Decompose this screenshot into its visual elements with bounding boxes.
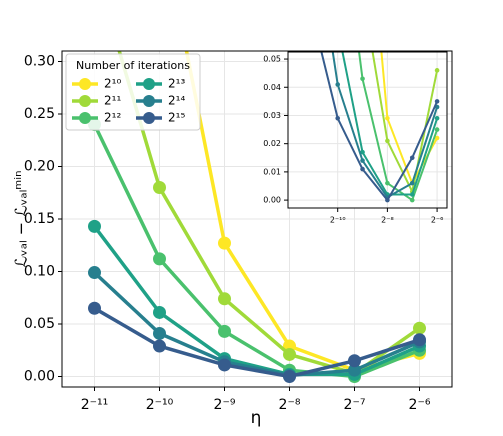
x-tick-label: 2⁻⁸: [381, 216, 394, 225]
data-point: [385, 115, 390, 121]
data-point: [409, 192, 415, 197]
data-point: [434, 68, 440, 73]
data-point: [152, 181, 166, 194]
series-line: [93, 306, 421, 379]
data-point: [335, 115, 340, 121]
data-point: [434, 115, 440, 121]
legend-title: Number of iterations: [76, 59, 190, 72]
series-line: [341, 52, 439, 196]
y-tick-label: 0.00: [24, 369, 55, 385]
series-line: [93, 225, 421, 377]
data-point: [385, 180, 390, 186]
data-point: [409, 155, 415, 161]
y-tick-label: 0.25: [24, 106, 55, 122]
legend-marker: [143, 95, 155, 107]
legend-marker: [143, 112, 155, 124]
data-point: [412, 321, 426, 335]
data-point: [412, 333, 426, 347]
data-point: [434, 99, 440, 104]
data-point: [434, 135, 440, 141]
data-point: [152, 339, 166, 353]
data-point: [335, 82, 340, 87]
legend-label: 2¹³: [168, 77, 185, 91]
data-point: [409, 180, 415, 186]
legend-marker: [79, 95, 91, 107]
x-tick-label: 2⁻⁶: [431, 216, 444, 225]
x-tick-label: 2⁻¹⁰: [330, 216, 346, 225]
data-point: [434, 127, 440, 132]
data-point: [335, 26, 340, 31]
plot-background: [288, 52, 447, 208]
y-tick-label: 0.02: [263, 139, 281, 148]
data-point: [217, 236, 231, 250]
data-layer: [311, 14, 440, 203]
y-tick-label: 0.30: [24, 54, 55, 70]
y-tick-label: 0.03: [263, 111, 281, 120]
legend-marker: [79, 112, 91, 124]
legend-box: [65, 53, 201, 131]
legend-label: 2¹¹: [104, 94, 121, 108]
legend-label: 2¹⁵: [168, 111, 185, 125]
legend-label: 2¹²: [104, 111, 121, 125]
y-tick-label: 0.04: [263, 83, 281, 92]
x-tick-label: 2⁻⁹: [214, 397, 236, 413]
legend: Number of iterations 2¹⁰ 2¹¹ 2¹² 2¹³ 2¹⁴ 2¹⁵: [65, 53, 201, 131]
plot-frame: [61, 50, 453, 388]
series-line: [93, 271, 421, 378]
data-layer: [87, 51, 426, 383]
data-point: [360, 76, 365, 82]
inset-plot: 0.00 0.01 0.02 0.03 0.04 0.05 2⁻¹⁰ 2⁻⁸ 2⁻⁶: [263, 14, 448, 225]
data-point: [311, 14, 316, 19]
data-point: [360, 158, 365, 163]
data-point: [217, 324, 231, 338]
plot-frame: [287, 51, 448, 209]
series-line: [358, 52, 439, 202]
data-point: [87, 301, 101, 315]
series-line: [320, 52, 439, 202]
y-axis-label: ℒᵥₐₗ − ℒᵥₐₗᵐⁱⁿ: [12, 170, 31, 267]
series-line: [92, 123, 421, 379]
y-tick-label: 0.00: [263, 196, 281, 205]
data-point: [282, 370, 296, 383]
data-point: [152, 326, 166, 340]
x-tick-label: 2⁻¹¹: [81, 397, 109, 413]
y-tick-label: 0.01: [263, 167, 281, 176]
y-tick-label: 0.05: [263, 55, 281, 64]
y-tick-label: 0.10: [24, 264, 55, 280]
x-tick-label: 2⁻⁷: [344, 397, 366, 413]
x-tick-label: 2⁻⁶: [409, 397, 431, 413]
data-point: [87, 266, 101, 280]
data-point: [385, 138, 390, 144]
y-tick-label: 0.05: [24, 316, 55, 332]
data-point: [347, 354, 361, 368]
data-point: [360, 166, 365, 172]
data-point: [152, 252, 166, 266]
legend-marker: [79, 78, 91, 90]
legend-label: 2¹⁴: [168, 94, 185, 108]
data-point: [152, 305, 166, 319]
data-point: [360, 149, 365, 155]
y-tick-label: 0.15: [24, 211, 55, 227]
data-point: [217, 292, 231, 306]
data-point: [87, 219, 101, 233]
data-point: [385, 197, 390, 203]
x-axis-label: η: [251, 408, 262, 428]
x-tick-label: 2⁻¹⁰: [146, 397, 174, 413]
series-line: [331, 52, 439, 199]
y-tick-label: 0.20: [24, 159, 55, 175]
x-tick-label: 2⁻⁸: [279, 397, 301, 413]
legend-label: 2¹⁰: [104, 77, 121, 91]
legend-marker: [143, 78, 155, 90]
data-point: [217, 358, 231, 372]
data-point: [282, 347, 296, 361]
data-point: [409, 197, 415, 203]
data-point: [347, 363, 361, 377]
